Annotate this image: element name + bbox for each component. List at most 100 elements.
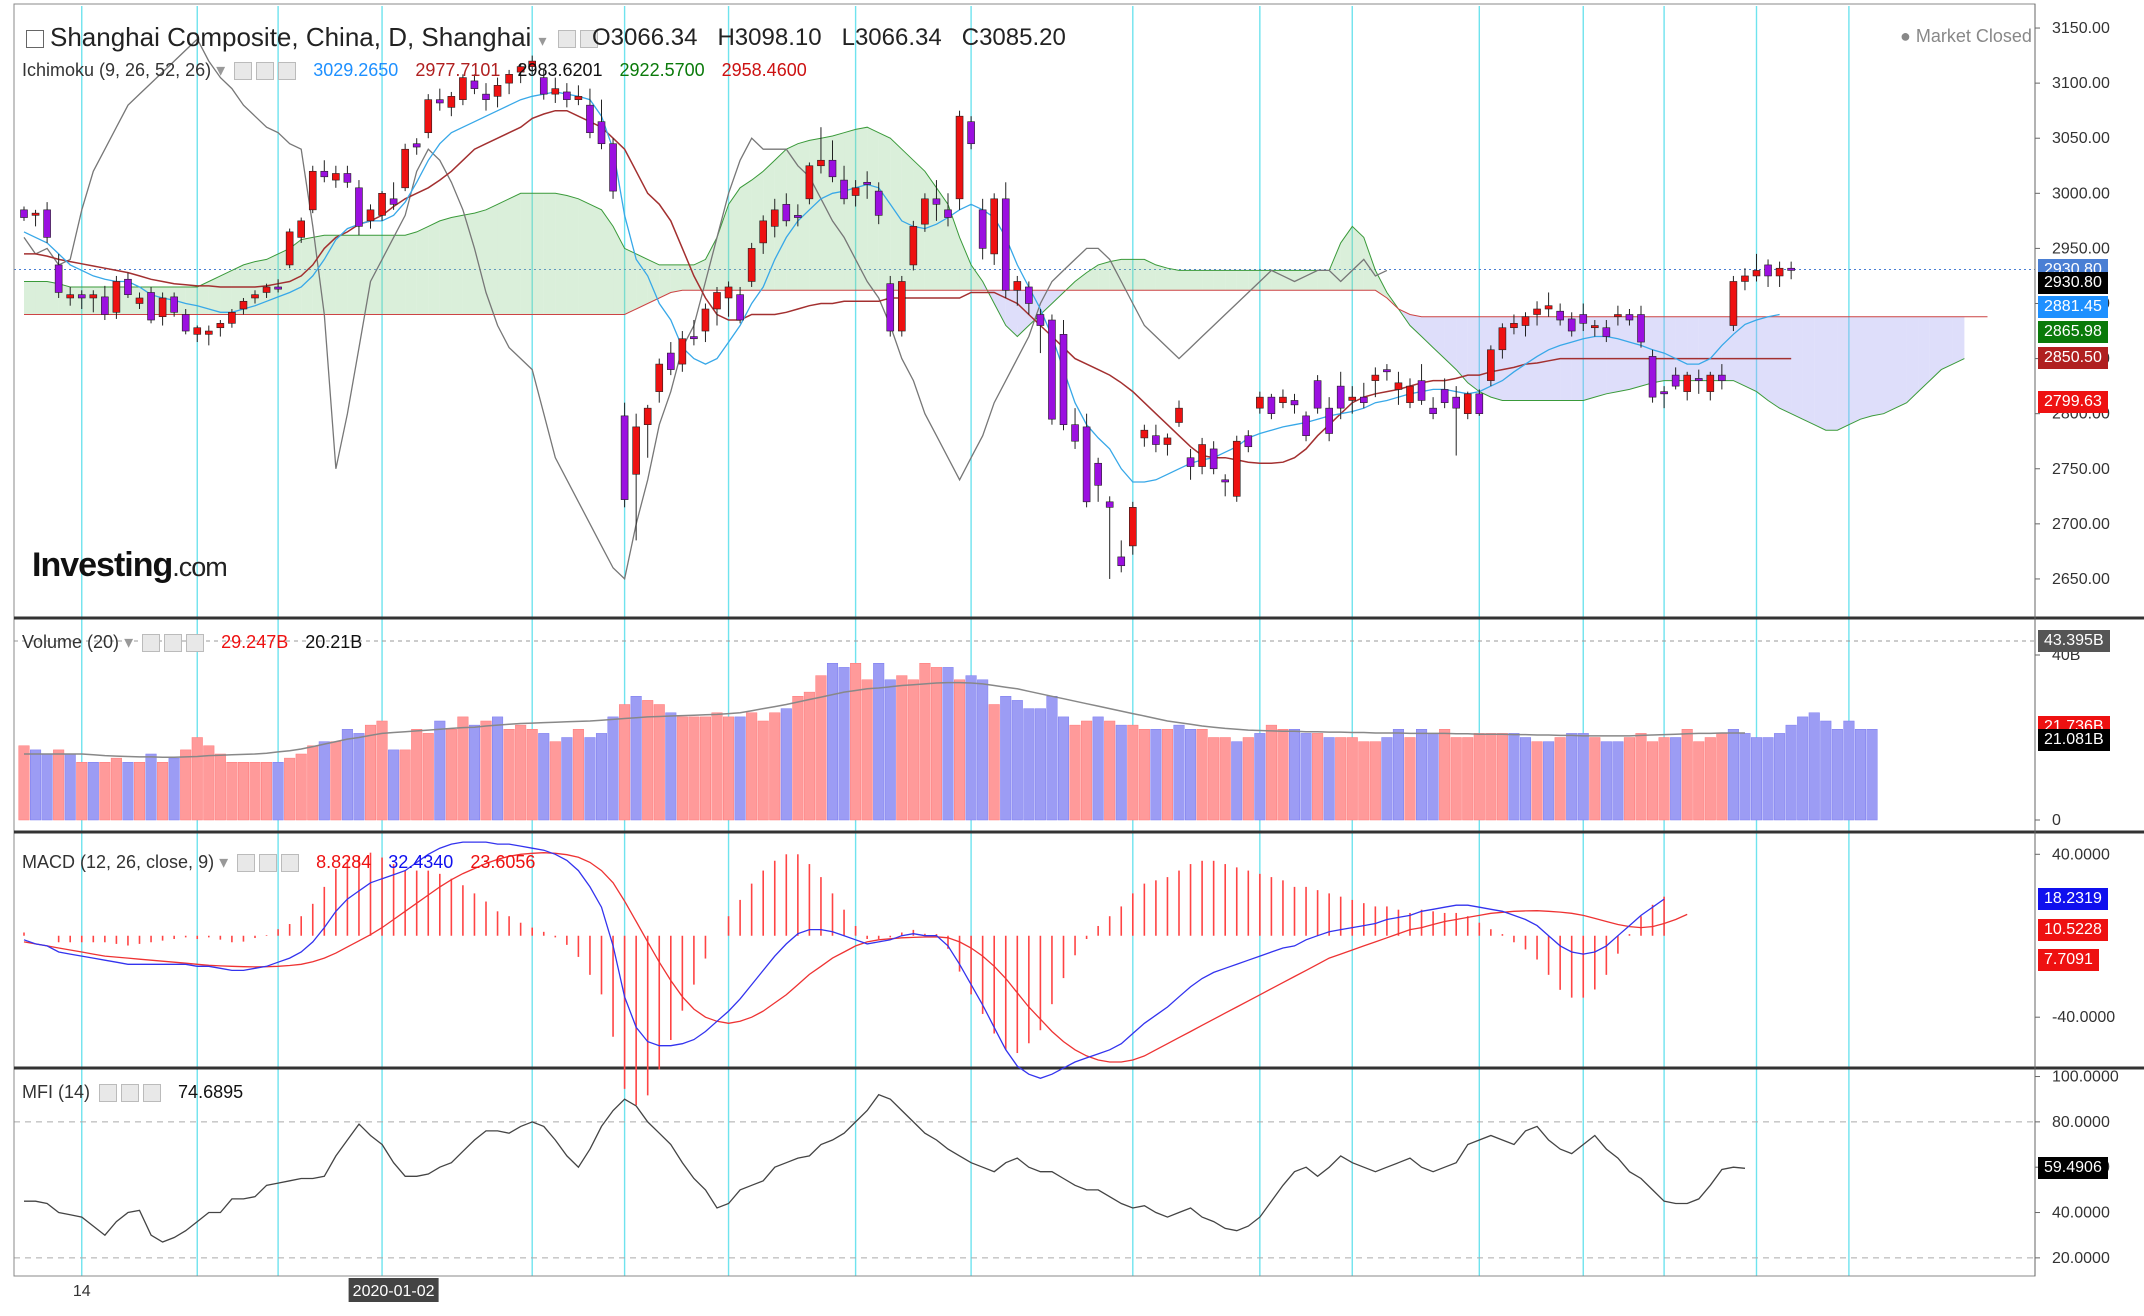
volume-bar [619, 704, 631, 821]
volume-bar [1554, 737, 1566, 821]
candle-body [759, 220, 768, 244]
candle-body [840, 179, 848, 200]
candle-body [1440, 389, 1449, 403]
volume-bar [76, 762, 88, 821]
macd-legend[interactable]: MACD (12, 26, close, 9) ▾ 8.8284 32.4340… [22, 852, 536, 873]
candle-body [794, 215, 802, 218]
cloud-segment [520, 193, 533, 315]
candle-body [262, 286, 271, 293]
volume-bar [1612, 741, 1624, 821]
volume-bar [64, 753, 76, 821]
close-icon[interactable] [278, 62, 297, 81]
eye-icon[interactable] [99, 1084, 118, 1103]
cloud-segment [1098, 261, 1110, 291]
gear-icon[interactable] [579, 30, 598, 49]
volume-bar [1300, 733, 1312, 821]
candle-body [782, 204, 791, 222]
volume-bar [122, 762, 134, 821]
volume-bar [907, 679, 919, 821]
gear-icon[interactable] [259, 854, 278, 873]
candle-body [1463, 393, 1472, 414]
volume-bar [1704, 737, 1716, 821]
volume-bar [110, 757, 122, 821]
eye-icon[interactable] [237, 854, 256, 873]
volume-bar [1820, 720, 1832, 821]
candle-body [932, 198, 941, 205]
candle-body [181, 314, 190, 332]
scale-label: -40.0000 [2052, 1009, 2115, 1026]
candle-body [1475, 393, 1484, 414]
volume-bar [653, 704, 665, 821]
eye-icon[interactable] [234, 62, 253, 81]
candle-body [1094, 462, 1102, 486]
candle-body [1487, 349, 1495, 381]
volume-bar [388, 749, 400, 821]
price-tag: 2881.45 [2038, 295, 2108, 318]
volume-bar [1693, 741, 1705, 821]
gear-icon[interactable] [256, 62, 275, 81]
price-tag: 18.2319 [2038, 887, 2108, 910]
volume-bar [1265, 724, 1277, 821]
cloud-segment [301, 237, 313, 315]
candle-body [1383, 369, 1391, 373]
gear-icon[interactable] [121, 1084, 140, 1103]
candle-body [170, 296, 178, 313]
candle-body [66, 294, 74, 299]
volume-bar [203, 745, 215, 821]
cloud-segment [1444, 316, 1457, 370]
candle-body [274, 286, 282, 290]
panel-separators [13, 3, 2144, 1277]
volume-bar [1127, 724, 1139, 821]
volume-bar [1439, 729, 1451, 821]
cloud-segment [1121, 259, 1133, 291]
candle-body [1417, 380, 1426, 401]
candle-body [1394, 382, 1403, 390]
cloud-segment [1675, 316, 1688, 381]
volume-bar [815, 675, 827, 821]
gear-icon[interactable] [164, 634, 183, 653]
cloud-segment [1109, 259, 1122, 291]
price-tag: 10.5228 [2038, 918, 2108, 941]
candlestick-series [20, 55, 1795, 579]
cloud-segment [1537, 316, 1549, 401]
volume-bar [746, 712, 758, 821]
candle-body [1129, 507, 1137, 547]
collapse-icon[interactable] [26, 30, 44, 49]
close-icon[interactable] [281, 854, 300, 873]
volume-bar [1011, 700, 1023, 821]
volume-bar [1254, 733, 1266, 821]
volume-bar [1716, 733, 1728, 821]
cloud-segment [1548, 316, 1561, 401]
cloud-segment [1860, 316, 1872, 420]
cloud-segment [1837, 316, 1849, 431]
candle-body [1775, 267, 1784, 277]
volume-bar [1046, 696, 1058, 821]
candle-body [251, 294, 259, 299]
volume-legend[interactable]: Volume (20) ▾ 29.247B 20.21B [22, 632, 363, 653]
volume-bar [561, 737, 573, 821]
candle-body [1290, 400, 1299, 406]
candle-body [1071, 424, 1079, 442]
candle-body [655, 363, 664, 392]
cloud-segment [1317, 270, 1330, 291]
ichimoku-legend[interactable]: Ichimoku (9, 26, 52, 26) ▾ 3029.2650 297… [22, 60, 807, 81]
candle-body [736, 294, 744, 321]
volume-bar [769, 712, 781, 821]
volume-bar [734, 716, 746, 821]
eye-icon[interactable] [557, 30, 576, 49]
mfi-legend[interactable]: MFI (14) 74.6895 [22, 1082, 244, 1103]
candle-body [482, 93, 490, 100]
volume-bar [1473, 733, 1485, 821]
close-icon[interactable] [143, 1084, 162, 1103]
chart-title[interactable]: Shanghai Composite, China, D, Shanghai ▾ [26, 22, 598, 53]
candle-body [54, 264, 63, 293]
volume-bar [330, 741, 342, 821]
chevron-down-icon[interactable]: ▾ [538, 33, 547, 50]
eye-icon[interactable] [142, 634, 161, 653]
cloud-segment [855, 127, 868, 291]
close-icon[interactable] [186, 634, 205, 653]
candle-body [239, 300, 248, 310]
candle-body [332, 173, 340, 181]
volume-bar [295, 753, 307, 821]
